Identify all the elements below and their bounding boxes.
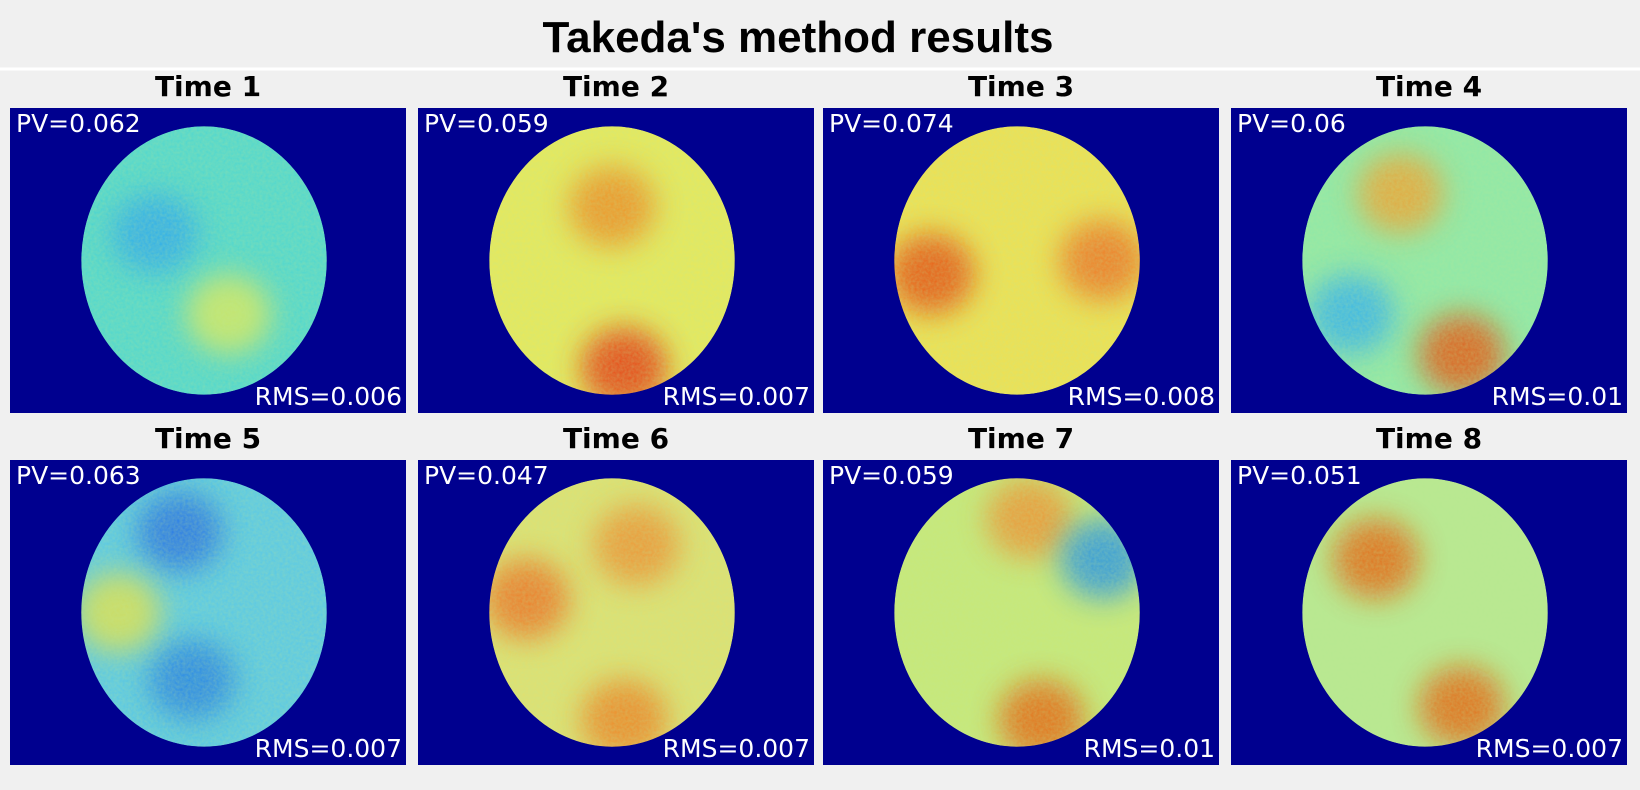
surface: [1302, 126, 1548, 395]
panel: Time 4 PV=0.06 RMS=0.01: [1231, 70, 1627, 413]
rms-label: RMS=0.01: [1084, 734, 1215, 763]
pv-label: PV=0.051: [1237, 461, 1362, 490]
panel-title: Time 6: [563, 422, 669, 455]
surface-noise: [894, 478, 1140, 747]
figure-title: Takeda's method results: [543, 13, 1054, 62]
pv-label: PV=0.06: [1237, 109, 1346, 138]
surface-noise: [489, 126, 735, 395]
panel-title: Time 7: [968, 422, 1074, 455]
panel-title: Time 4: [1376, 70, 1482, 103]
surface: [81, 126, 327, 395]
surface-noise: [489, 478, 735, 747]
pv-label: PV=0.062: [16, 109, 141, 138]
panel-title: Time 5: [155, 422, 261, 455]
surface-noise: [1302, 478, 1548, 747]
panel: Time 6 PV=0.047 RMS=0.007: [418, 422, 814, 765]
panel-title: Time 8: [1376, 422, 1482, 455]
panel: Time 7 PV=0.059 RMS=0.01: [823, 422, 1219, 765]
surface: [81, 478, 327, 747]
panel-title: Time 3: [968, 70, 1074, 103]
panel-title: Time 1: [155, 70, 261, 103]
surface: [489, 478, 735, 747]
rms-label: RMS=0.01: [1492, 382, 1623, 411]
pv-label: PV=0.059: [424, 109, 549, 138]
surface-noise: [81, 478, 327, 747]
surface: [894, 126, 1140, 395]
rms-label: RMS=0.006: [255, 382, 402, 411]
rms-label: RMS=0.007: [1476, 734, 1623, 763]
surface: [1302, 478, 1548, 747]
panel: Time 1 PV=0.062 RMS=0.006: [10, 70, 406, 413]
pv-label: PV=0.074: [829, 109, 954, 138]
panel: Time 3 PV=0.074 RMS=0.008: [823, 70, 1219, 413]
pv-label: PV=0.063: [16, 461, 141, 490]
rms-label: RMS=0.007: [663, 734, 810, 763]
title-band: [0, 0, 1640, 68]
surface-noise: [1302, 126, 1548, 395]
rms-label: RMS=0.007: [663, 382, 810, 411]
rms-label: RMS=0.008: [1068, 382, 1215, 411]
rms-label: RMS=0.007: [255, 734, 402, 763]
surface-noise: [894, 126, 1140, 395]
panel: Time 2 PV=0.059 RMS=0.007: [418, 70, 814, 413]
surface-noise: [81, 126, 327, 395]
pv-label: PV=0.059: [829, 461, 954, 490]
pv-label: PV=0.047: [424, 461, 549, 490]
surface: [894, 478, 1140, 747]
panel-title: Time 2: [563, 70, 669, 103]
panels: Time 1 PV=0.062 RMS=0.006 Time 2 PV=0.059 RMS…: [10, 70, 1627, 765]
panel: Time 5 PV=0.063 RMS=0.007: [10, 422, 406, 765]
panel: Time 8 PV=0.051 RMS=0.007: [1231, 422, 1627, 765]
surface: [489, 126, 735, 395]
